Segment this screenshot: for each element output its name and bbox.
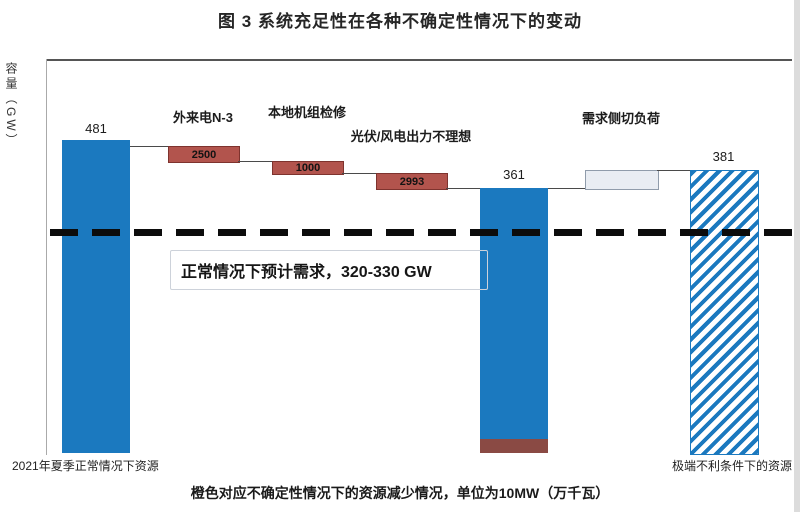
label-external-power-n3: 外来电N-3 <box>173 110 233 125</box>
right-edge-strip <box>794 0 800 512</box>
x-label-extreme-resources: 极端不利条件下的资源 <box>671 459 792 473</box>
connector-line-3 <box>342 173 376 174</box>
deduction-external-power-n3: 2500 <box>168 146 240 163</box>
bar-extreme-resources <box>690 170 759 455</box>
x-label-normal-resources: 2021年夏季正常情况下资源 <box>12 459 159 473</box>
label-pv-wind-shortfall: 光伏/风电出力不理想 <box>350 129 472 144</box>
connector-line-1 <box>130 146 168 147</box>
bar-normal-value: 481 <box>85 121 107 136</box>
demand-reference-dashed-line <box>50 229 792 236</box>
bar-normal-resources <box>62 140 130 453</box>
bar-extreme-value: 381 <box>712 149 735 164</box>
demand-annotation: 正常情况下预计需求，320-330 GW <box>170 250 488 290</box>
bar-mid-value: 361 <box>503 167 525 182</box>
connector-line-2 <box>238 161 272 162</box>
bar-mid-bottom-strip <box>480 439 548 453</box>
label-demand-side-shedding: 需求侧切负荷 <box>581 111 660 126</box>
connector-line-6 <box>657 170 690 171</box>
connector-line-4 <box>446 188 480 189</box>
bar-mid-resources <box>480 188 548 439</box>
y-axis-label: 容量（GW） <box>4 62 18 149</box>
y-axis-line <box>46 59 47 455</box>
label-local-unit-maintenance: 本地机组检修 <box>267 105 346 120</box>
chart-footnote: 橙色对应不确定性情况下的资源减少情况，单位为10MW（万千瓦） <box>190 485 610 501</box>
connector-line-5 <box>548 188 585 189</box>
addition-demand-side-shedding <box>585 170 659 190</box>
chart-title: 图 3 系统充足性在各种不确定性情况下的变动 <box>218 12 582 31</box>
deduction-local-unit-maintenance: 1000 <box>272 161 344 175</box>
deduction-pv-wind-shortfall: 2993 <box>376 173 448 190</box>
plot-top-border <box>46 59 792 61</box>
